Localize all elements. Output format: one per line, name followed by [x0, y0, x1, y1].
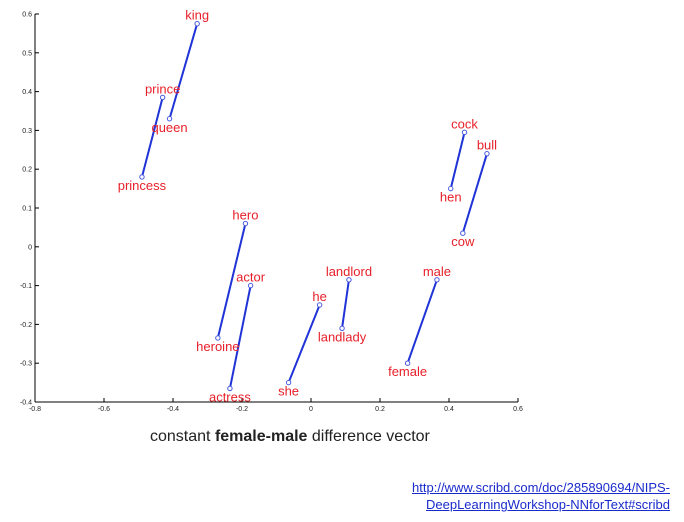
point-marker-landlord — [346, 277, 352, 283]
x-tick-label: -0.8 — [29, 406, 41, 413]
point-label-female: female — [388, 364, 427, 379]
point-label-hen: hen — [440, 190, 462, 205]
point-marker-actor — [247, 282, 254, 289]
x-tick-label: 0.4 — [444, 406, 454, 413]
y-tick-label: -0.4 — [20, 400, 32, 407]
x-tick-label: -0.6 — [98, 406, 110, 413]
point-label-actor: actor — [236, 270, 266, 285]
point-marker-princess — [139, 174, 145, 180]
pair-line-bull-cow — [461, 153, 488, 234]
pair-line-prince-princess — [140, 97, 164, 178]
x-tick-label: -0.2 — [236, 406, 248, 413]
point-label-actress: actress — [209, 389, 251, 404]
point-label-king: king — [185, 8, 209, 23]
y-tick-label: 0.2 — [22, 167, 32, 174]
y-tick-label: 0.3 — [22, 128, 32, 135]
point-label-cock: cock — [451, 116, 478, 131]
x-tick-label: 0 — [309, 406, 313, 413]
point-label-heroine: heroine — [196, 339, 239, 354]
point-label-she: she — [278, 384, 299, 399]
source-link-line1: http://www.scribd.com/doc/285890694/NIPS… — [412, 480, 670, 495]
point-marker-landlady — [339, 325, 345, 331]
caption-suffix: difference vector — [307, 428, 430, 445]
word-vector-scatter-chart: -0.4-0.3-0.2-0.100.10.20.30.40.50.6-0.8-… — [20, 8, 523, 414]
y-tick-label: -0.2 — [20, 322, 32, 329]
x-tick-label: -0.4 — [167, 406, 179, 413]
point-marker-heroine — [215, 335, 221, 341]
point-label-princess: princess — [118, 178, 167, 193]
point-marker-he — [316, 302, 323, 308]
pair-line-king-queen — [168, 23, 199, 120]
point-label-queen: queen — [151, 120, 187, 135]
x-tick-label: 0.6 — [513, 406, 523, 413]
point-marker-king — [194, 21, 200, 27]
source-link[interactable]: http://www.scribd.com/doc/285890694/NIPS… — [350, 479, 670, 513]
y-tick-label: 0 — [28, 244, 32, 251]
caption-prefix: constant — [150, 428, 215, 445]
source-link-line2: DeepLearningWorkshop-NNforText#scribd — [426, 497, 670, 512]
y-tick-label: 0.1 — [22, 206, 32, 213]
point-label-landlord: landlord — [326, 264, 372, 279]
y-tick-label: -0.1 — [20, 283, 32, 290]
caption-bold: female-male — [214, 428, 308, 445]
pair-line-actor-actress — [228, 285, 252, 389]
point-marker-queen — [166, 116, 173, 122]
point-marker-hero — [242, 220, 249, 227]
point-marker-prince — [159, 94, 166, 101]
point-label-landlady: landlady — [318, 329, 367, 344]
y-tick-label: 0.5 — [22, 50, 32, 57]
pair-line-he-she — [287, 304, 321, 383]
point-labels: king queen prince princess hero heroine actor a… — [118, 8, 497, 405]
point-marker-bull — [484, 150, 490, 157]
point-label-he: he — [312, 289, 326, 304]
point-marker-hen — [448, 185, 454, 192]
pair-line-male-female — [406, 279, 438, 364]
pair-line-landlord-landlady — [341, 279, 350, 329]
pair-line-hero-heroine — [216, 223, 247, 339]
point-marker-actress — [227, 385, 233, 392]
point-label-hero: hero — [232, 208, 258, 223]
point-marker-she — [285, 379, 292, 386]
point-marker-male — [434, 277, 440, 283]
chart-caption: constant female-male difference vector — [150, 428, 430, 446]
y-tick-label: -0.3 — [20, 361, 32, 368]
point-label-cow: cow — [451, 234, 475, 249]
chart-axes: -0.4-0.3-0.2-0.100.10.20.30.40.50.6-0.8-… — [20, 12, 523, 414]
point-marker-female — [404, 360, 411, 366]
point-label-bull: bull — [477, 138, 497, 153]
point-markers — [139, 21, 490, 392]
point-marker-cock — [461, 129, 468, 136]
point-label-male: male — [423, 264, 451, 279]
pair-line-cock-hen — [449, 132, 466, 189]
point-marker-cow — [460, 230, 466, 236]
x-tick-label: 0.2 — [375, 406, 385, 413]
y-tick-label: 0.6 — [22, 12, 32, 19]
y-tick-label: 0.4 — [22, 89, 32, 96]
point-label-prince: prince — [145, 81, 180, 96]
pair-lines — [140, 23, 488, 389]
